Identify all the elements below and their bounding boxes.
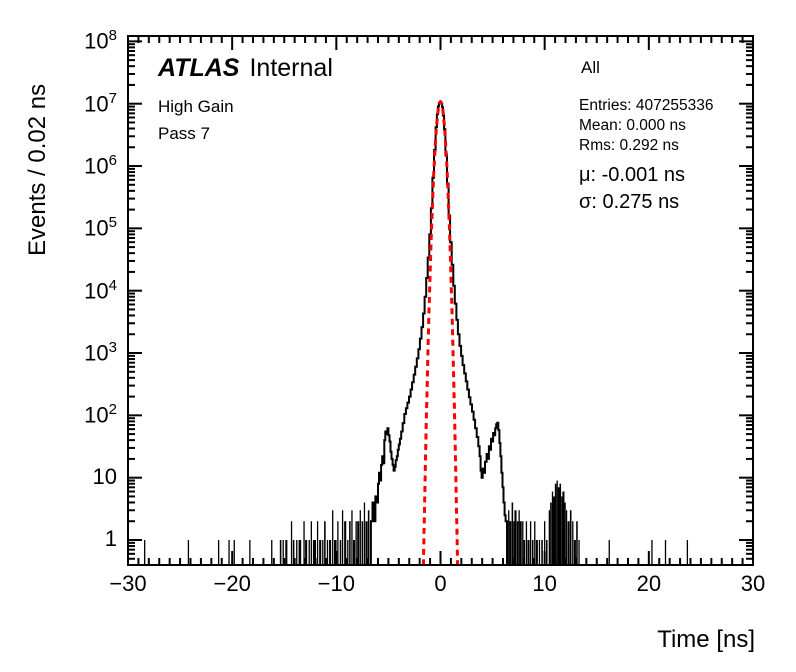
experiment-status: Internal: [249, 54, 333, 82]
y-tick-label: 106: [84, 152, 117, 179]
y-tick-label: 104: [84, 276, 117, 303]
stats-rms: Rms: 0.292 ns: [579, 137, 679, 154]
y-tick-label: 108: [84, 27, 117, 54]
y-tick-label: 1: [104, 526, 117, 551]
selection-label: All: [581, 58, 600, 77]
axis-ticks: [127, 36, 754, 565]
fit-mu: μ: -0.001 ns: [579, 164, 686, 186]
x-tick-label: 10: [532, 571, 557, 596]
x-tick-label: 20: [636, 571, 662, 596]
y-tick-label: 102: [84, 401, 117, 428]
x-tick-label: −20: [213, 571, 251, 596]
experiment-name: ATLAS: [158, 54, 240, 82]
stats-entries: Entries: 407255336: [579, 97, 714, 114]
fit-curve: [421, 99, 460, 565]
x-tick-label: −10: [317, 571, 355, 596]
gain-label: High Gain: [158, 97, 234, 116]
x-tick-label: 0: [434, 571, 447, 596]
pass-label: Pass 7: [158, 124, 210, 143]
x-tick-label: 30: [740, 571, 766, 596]
stats-mean: Mean: 0.000 ns: [579, 117, 686, 134]
fit-results-box: μ: -0.001 ns σ: 0.275 ns: [579, 162, 685, 216]
stats-box: Entries: 407255336 Mean: 0.000 ns Rms: 0…: [579, 96, 713, 156]
x-tick-label: −30: [109, 571, 147, 596]
noise-bars: [144, 480, 689, 565]
y-tick-label: 107: [84, 89, 117, 117]
plot-frame: [127, 35, 754, 566]
histogram-curve: [369, 101, 508, 565]
y-axis-title: Events / 0.02 ns: [24, 83, 51, 256]
x-axis-title: Time [ns]: [657, 626, 755, 653]
y-tick-label: 103: [84, 339, 117, 366]
y-tick-label: 105: [84, 214, 117, 241]
fit-sigma: σ: 0.275 ns: [579, 191, 680, 213]
y-tick-label: 10: [92, 463, 117, 489]
atlas-label: ATLAS Internal: [158, 54, 333, 83]
